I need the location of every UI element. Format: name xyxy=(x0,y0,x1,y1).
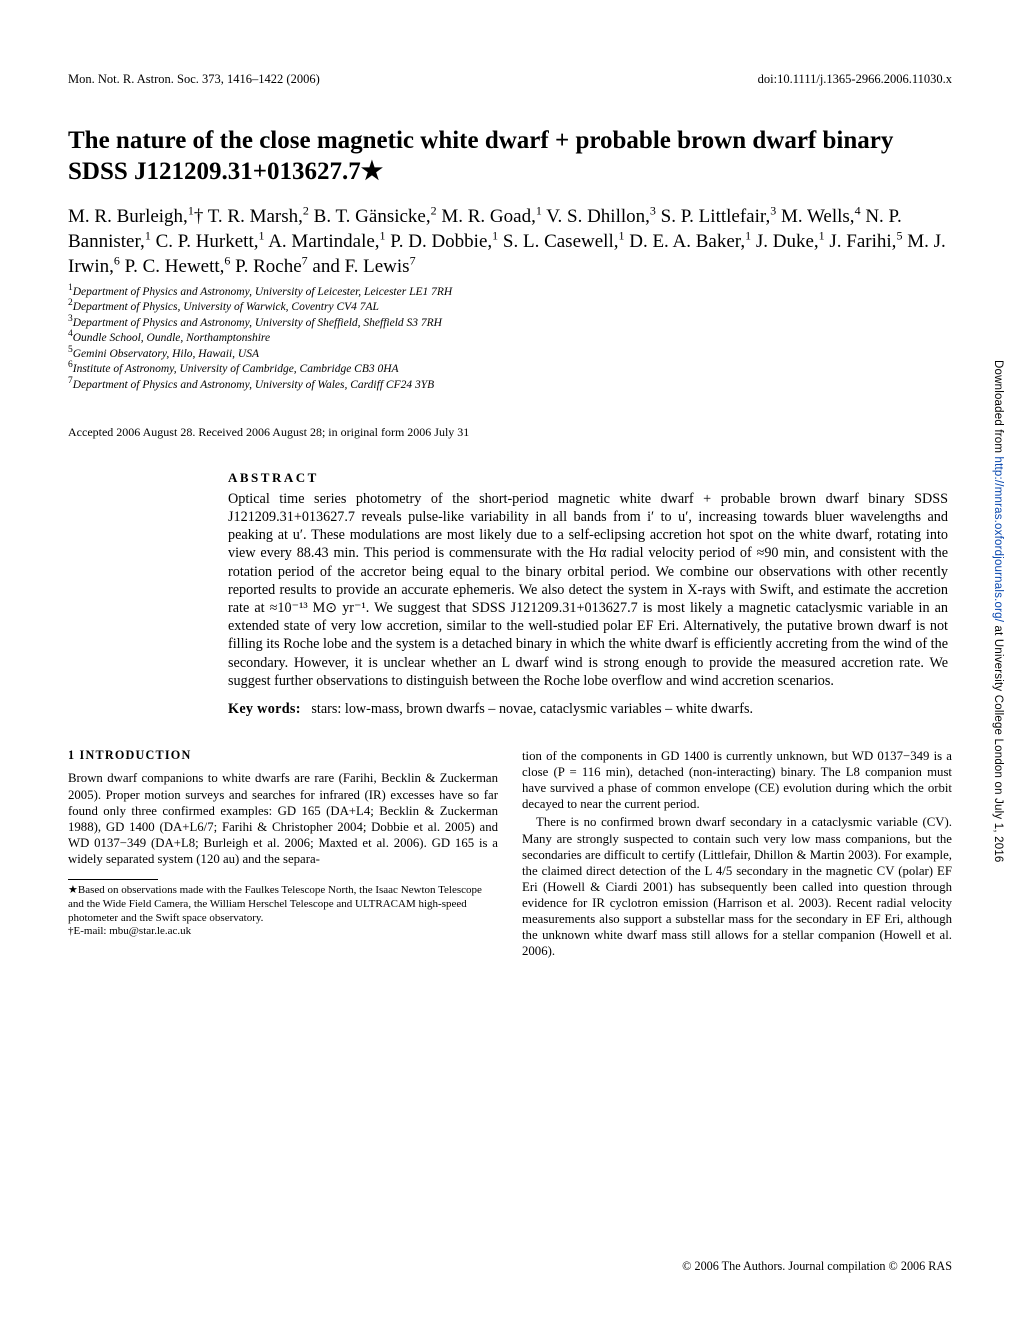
affiliation: Oundle School, Oundle, Northamptonshire xyxy=(73,332,270,344)
body-paragraph: There is no confirmed brown dwarf second… xyxy=(522,814,952,959)
keywords-label: Key words: xyxy=(228,701,301,717)
abstract-heading: ABSTRACT xyxy=(228,470,948,487)
copyright-footer: © 2006 The Authors. Journal compilation … xyxy=(682,1259,952,1274)
affiliations: 1Department of Physics and Astronomy, Un… xyxy=(68,285,952,394)
section-heading: 1 INTRODUCTION xyxy=(68,748,498,763)
body-paragraph: Brown dwarf companions to white dwarfs a… xyxy=(68,770,498,867)
body-columns: 1 INTRODUCTION Brown dwarf companions to… xyxy=(68,748,952,959)
abstract-block: ABSTRACT Optical time series photometry … xyxy=(228,470,948,718)
affiliation: Gemini Observatory, Hilo, Hawaii, USA xyxy=(73,348,259,360)
sidebar-link[interactable]: http://mnras.oxfordjournals.org/ xyxy=(992,457,1004,623)
affiliation: Department of Physics and Astronomy, Uni… xyxy=(73,379,434,391)
accepted-line: Accepted 2006 August 28. Received 2006 A… xyxy=(68,425,952,440)
right-column: tion of the components in GD 1400 is cur… xyxy=(522,748,952,959)
affiliation: Institute of Astronomy, University of Ca… xyxy=(73,363,399,375)
footnote-rule xyxy=(68,879,158,880)
journal-ref: Mon. Not. R. Astron. Soc. 373, 1416–1422… xyxy=(68,72,320,87)
affiliation: Department of Physics and Astronomy, Uni… xyxy=(73,317,442,329)
download-sidebar: Downloaded from http://mnras.oxfordjourn… xyxy=(992,360,1004,863)
keywords-text: stars: low-mass, brown dwarfs – novae, c… xyxy=(311,701,753,717)
running-head: Mon. Not. R. Astron. Soc. 373, 1416–1422… xyxy=(68,72,952,87)
affiliation: Department of Physics and Astronomy, Uni… xyxy=(73,286,452,298)
footnotes: ★Based on observations made with the Fau… xyxy=(68,884,498,939)
footnote-star: ★Based on observations made with the Fau… xyxy=(68,884,498,925)
abstract-text: Optical time series photometry of the sh… xyxy=(228,490,948,690)
sidebar-prefix: Downloaded from xyxy=(992,360,1004,457)
footnote-dagger: †E-mail: mbu@star.le.ac.uk xyxy=(68,925,498,939)
sidebar-suffix: at University College London on July 1, … xyxy=(992,622,1004,862)
body-paragraph: tion of the components in GD 1400 is cur… xyxy=(522,748,952,812)
doi: doi:10.1111/j.1365-2966.2006.11030.x xyxy=(758,72,952,87)
author-list: M. R. Burleigh,1† T. R. Marsh,2 B. T. Gä… xyxy=(68,204,952,279)
affiliation: Department of Physics, University of War… xyxy=(73,301,379,313)
keywords-line: Key words: stars: low-mass, brown dwarfs… xyxy=(228,700,948,718)
paper-title: The nature of the close magnetic white d… xyxy=(68,125,952,188)
left-column: 1 INTRODUCTION Brown dwarf companions to… xyxy=(68,748,498,959)
